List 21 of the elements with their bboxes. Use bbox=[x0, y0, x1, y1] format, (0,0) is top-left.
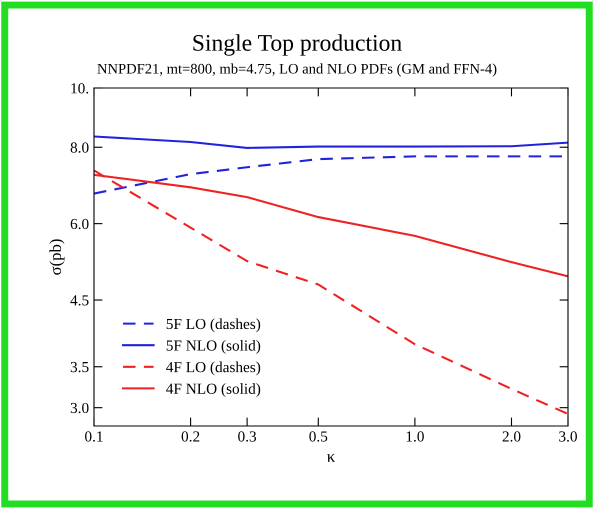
x-tick-label: 0.5 bbox=[309, 431, 328, 442]
chart-title: Single Top production bbox=[193, 34, 402, 56]
y-tick-label: 4.5 bbox=[70, 295, 89, 306]
legend-label: 4F NLO (solid) bbox=[166, 383, 260, 397]
x-tick-label: 1.0 bbox=[406, 431, 424, 442]
x-axis-title: κ bbox=[327, 454, 335, 462]
x-tick-label: 0.2 bbox=[182, 431, 200, 442]
y-tick-label: 3.5 bbox=[70, 362, 89, 372]
y-tick-label: 8.0 bbox=[70, 142, 89, 153]
y-tick-label: 3.0 bbox=[70, 402, 89, 414]
x-tick-label: 0.1 bbox=[85, 431, 103, 442]
x-tick-label: 3.0 bbox=[559, 431, 577, 442]
legend-label: 5F LO (dashes) bbox=[166, 318, 260, 332]
y-axis-title: σ(pb) bbox=[49, 239, 64, 275]
legend-label: 5F NLO (solid) bbox=[166, 340, 260, 354]
y-tick-label: 10. bbox=[71, 83, 88, 94]
y-tick-label: 6.0 bbox=[70, 218, 89, 230]
legend-label: 4F LO (dashes) bbox=[166, 362, 260, 376]
chart-subtitle: NNPDF21, mt=800, mb=4.75, LO and NLO PDFs (GM and FFN-4) bbox=[97, 63, 496, 77]
x-tick-label: 0.3 bbox=[238, 431, 256, 442]
x-tick-label: 2.0 bbox=[502, 431, 520, 442]
